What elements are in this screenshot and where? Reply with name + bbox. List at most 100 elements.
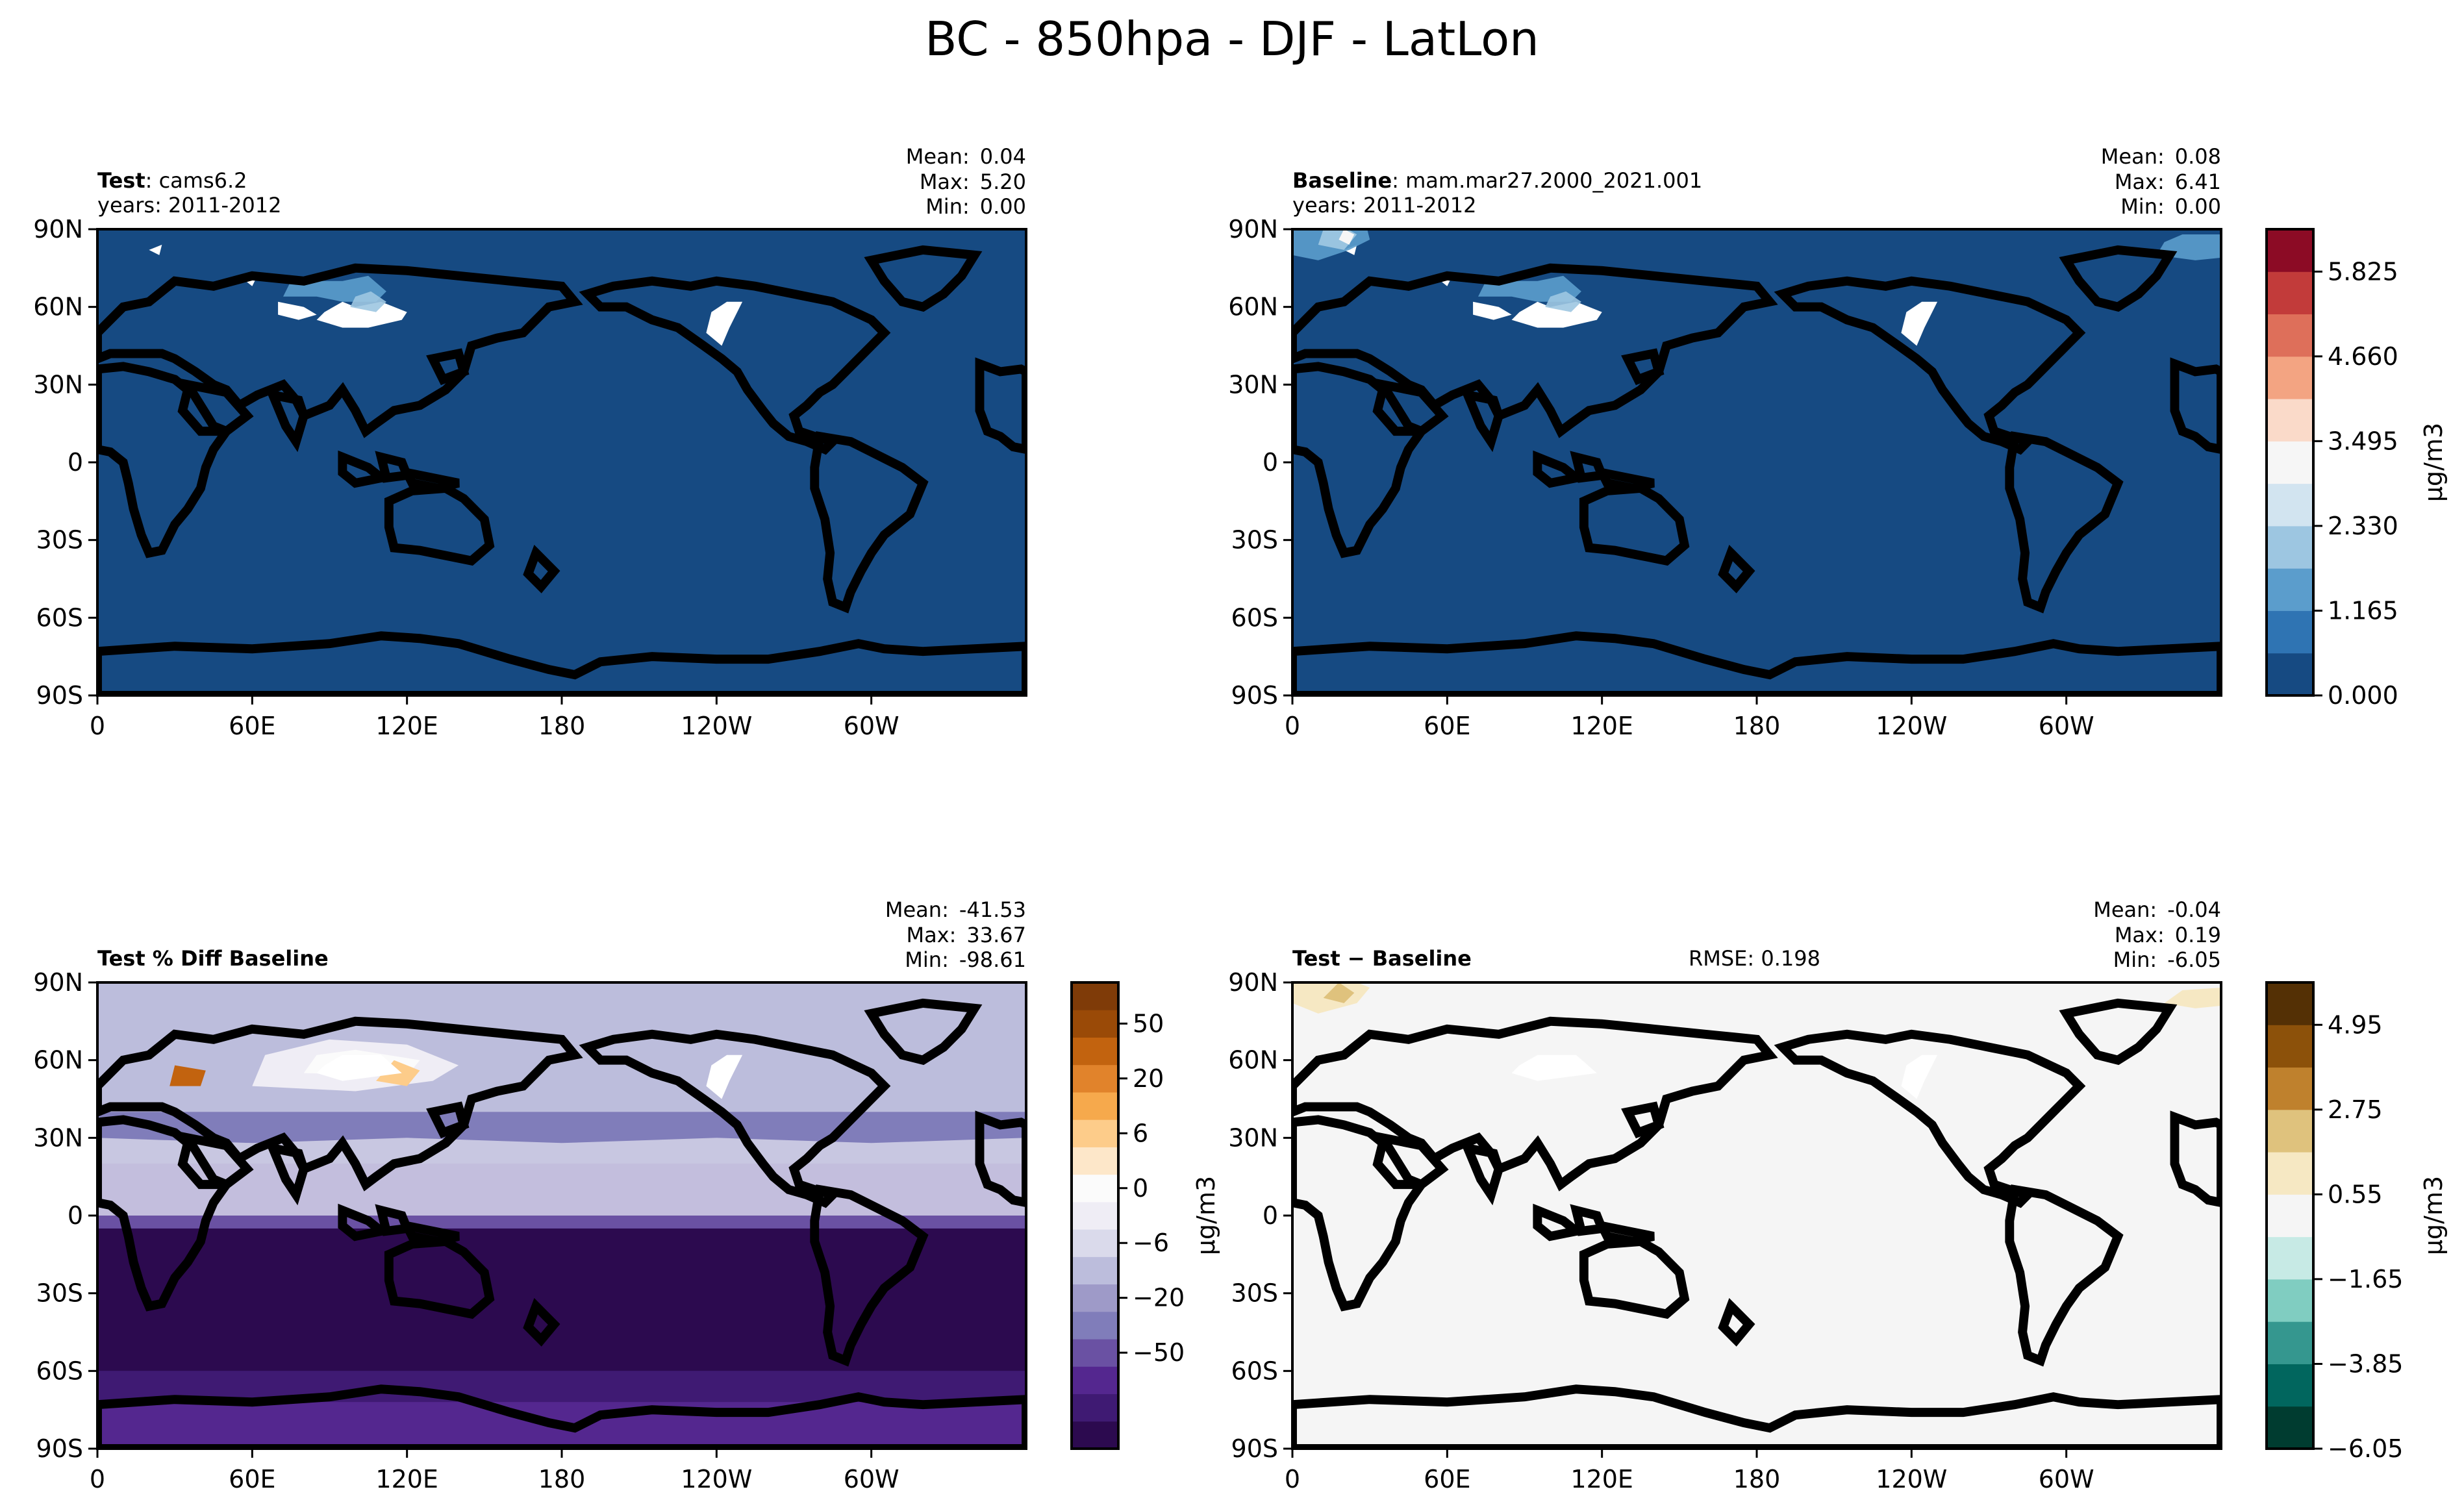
missing-region [278, 301, 317, 320]
x-tick-label: 60E [1424, 712, 1470, 740]
x-tick-label: 120E [1570, 712, 1633, 740]
x-tick-label: 180 [538, 712, 586, 740]
colorbar-segment [1072, 1421, 1118, 1449]
x-tick-label: 180 [1733, 1465, 1781, 1493]
panel-title-baseline: Baseline: mam.mar27.2000_2021.001 [1292, 168, 1703, 193]
colorbar-segment [2267, 1194, 2313, 1238]
figure-title: BC - 850hpa - DJF - LatLon [925, 12, 1539, 66]
colorbar-tick-label: −20 [1133, 1284, 1185, 1312]
colorbar-tick-label: 4.660 [2328, 342, 2398, 371]
colorbar-segment [2267, 982, 2313, 1025]
field-contour [350, 291, 386, 312]
colorbar-tick-label: 5.825 [2328, 257, 2398, 286]
colorbar-segment [2267, 610, 2313, 654]
missing-region [706, 1055, 743, 1099]
colorbar-segment [2267, 1152, 2313, 1195]
panel-title-test: Test: cams6.2 [97, 168, 247, 193]
y-tick-label: 90S [36, 681, 83, 710]
x-tick-label: 120W [1876, 712, 1947, 740]
colorbar-segment [2267, 1236, 2313, 1280]
x-tick-label: 120E [375, 712, 438, 740]
rmse-label: RMSE: 0.198 [1689, 946, 1820, 971]
y-tick-label: 30N [1228, 370, 1278, 399]
y-tick-label: 30N [33, 370, 83, 399]
x-tick-label: 120E [375, 1465, 438, 1493]
missing-region [1511, 1055, 1597, 1081]
missing-region [1901, 1055, 1938, 1099]
colorbar-tick-label: −50 [1133, 1338, 1185, 1367]
x-tick-label: 0 [1285, 712, 1300, 740]
colorbar-segment [2267, 1321, 2313, 1364]
colorbar-segment [1072, 1147, 1118, 1175]
colorbar-segment [1072, 982, 1118, 1010]
y-tick-label: 90N [33, 215, 83, 244]
colorbar-tick-label: 3.495 [2328, 427, 2398, 455]
stats-test: Mean: 0.04 Max: 5.20 Min: 0.00 [905, 144, 1026, 219]
y-tick-label: 60N [33, 1046, 83, 1075]
colorbar-segment [1072, 1256, 1118, 1285]
y-tick-label: 60S [36, 603, 83, 632]
colorbar-tick-label: 50 [1133, 1009, 1164, 1038]
colorbar-tick-label: 2.75 [2328, 1095, 2383, 1124]
x-tick-label: 0 [90, 1465, 105, 1493]
y-tick-label: 0 [1263, 448, 1278, 477]
x-tick-label: 120W [1876, 1465, 1947, 1493]
colorbar-tick-label: 0 [1133, 1174, 1148, 1203]
colorbar-segment [2267, 1109, 2313, 1153]
colorbar-main: 0.000 1.165 2.330 3.495 4.660 5.825 μg/m3 [2265, 228, 2448, 710]
colorbar-segment [2267, 314, 2313, 357]
colorbar-tick-label: 20 [1133, 1064, 1164, 1093]
colorbar-tick-label: 1.165 [2328, 596, 2398, 625]
x-tick-label: 60W [844, 712, 899, 740]
colorbar-pctdiff: 50 20 6 0 −6 −20 −50 μg/m3 [1070, 981, 1220, 1450]
y-tick-label: 90N [33, 968, 83, 997]
x-tick-label: 60E [229, 712, 275, 740]
colorbar-tick-label: −3.85 [2328, 1349, 2403, 1378]
colorbar-segment [2267, 399, 2313, 442]
x-tick-label: 60W [2039, 712, 2094, 740]
x-tick-label: 60W [2039, 1465, 2094, 1493]
y-tick-label: 90N [1228, 968, 1278, 997]
missing-region [835, 866, 851, 931]
colorbar-segment [2267, 441, 2313, 484]
colorbar-label: μg/m3 [2419, 1176, 2448, 1255]
colorbar-segment [2267, 356, 2313, 399]
y-tick-label: 30N [33, 1123, 83, 1152]
colorbar-segment [1072, 1174, 1118, 1203]
missing-region [1473, 301, 1512, 320]
panel-title-diff: Test − Baseline [1292, 946, 1472, 971]
y-tick-label: 60S [1231, 1356, 1278, 1385]
field-contour [872, 905, 892, 925]
map-panel-diff: 0 60E 120E 180 120W 60W 90N 60N 30N 0 30S 60S 90S [1228, 968, 2222, 1493]
stats-baseline: Mean: 0.08 Max: 6.41 Min: 0.00 [2100, 144, 2221, 219]
map-panel-pctdiff: 0 60E 120E 180 120W 60W 90N 60N 30N 0 30S 60S 90S [33, 866, 1027, 1493]
panel-subtitle-baseline: years: 2011-2012 [1292, 193, 1477, 218]
colorbar-segment [1072, 1037, 1118, 1066]
colorbar-tick-label: 6 [1133, 1119, 1148, 1147]
colorbar-frame [2265, 981, 2315, 1450]
field-contour [1339, 229, 1355, 245]
colorbar-diff: 4.95 2.75 0.55 −1.65 −3.85 −6.05 μg/m3 [2265, 981, 2448, 1463]
colorbar-segment [1072, 1311, 1118, 1340]
x-tick-label: 60W [844, 1465, 899, 1493]
x-tick-label: 0 [1285, 1465, 1300, 1493]
x-tick-label: 120E [1570, 1465, 1633, 1493]
y-tick-label: 60S [36, 1356, 83, 1385]
missing-region [1292, 0, 2221, 56]
field-contour [97, 1228, 1026, 1371]
y-tick-label: 60N [1228, 1046, 1278, 1075]
colorbar-segment [1072, 1284, 1118, 1312]
colorbar-tick-label: 0.55 [2328, 1180, 2383, 1208]
missing-region [1901, 301, 1938, 346]
map-panel-baseline: 0 60E 120E 180 120W 60W 90N 60N 30N 0 30S 60S 90S [1228, 0, 2222, 740]
colorbar-segment [2267, 1025, 2313, 1068]
field-contour [97, 982, 1026, 1112]
x-tick-label: 60E [229, 1465, 275, 1493]
colorbar-segment [2267, 1067, 2313, 1110]
y-tick-label: 0 [68, 1201, 83, 1230]
colorbar-tick-label: −6 [1133, 1229, 1169, 1257]
missing-region [149, 244, 162, 255]
panel-title-pctdiff: Test % Diff Baseline [97, 946, 329, 971]
y-tick-label: 90S [1231, 1434, 1278, 1463]
